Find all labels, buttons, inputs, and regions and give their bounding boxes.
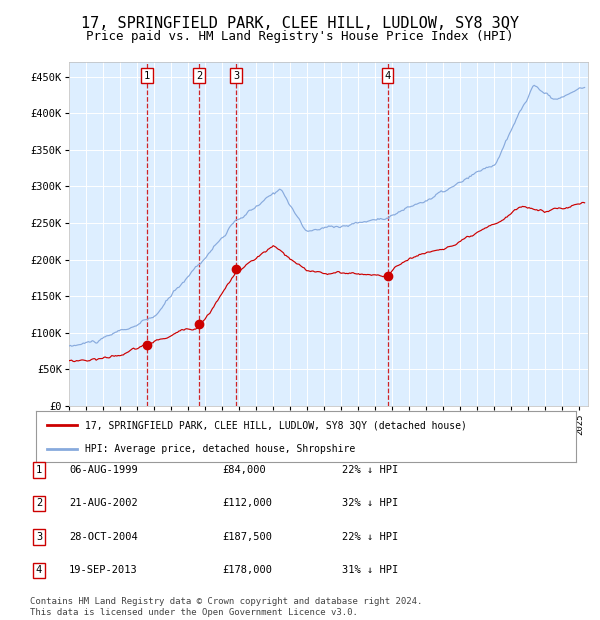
Text: 17, SPRINGFIELD PARK, CLEE HILL, LUDLOW, SY8 3QY (detached house): 17, SPRINGFIELD PARK, CLEE HILL, LUDLOW,… <box>85 420 466 430</box>
Text: 2: 2 <box>36 498 42 508</box>
Text: 2: 2 <box>196 71 202 81</box>
Text: 32% ↓ HPI: 32% ↓ HPI <box>342 498 398 508</box>
Text: £178,000: £178,000 <box>222 565 272 575</box>
Text: £112,000: £112,000 <box>222 498 272 508</box>
Text: £84,000: £84,000 <box>222 465 266 475</box>
Text: 06-AUG-1999: 06-AUG-1999 <box>69 465 138 475</box>
Text: 17, SPRINGFIELD PARK, CLEE HILL, LUDLOW, SY8 3QY: 17, SPRINGFIELD PARK, CLEE HILL, LUDLOW,… <box>81 16 519 30</box>
Text: 4: 4 <box>36 565 42 575</box>
Text: 1: 1 <box>36 465 42 475</box>
Text: 21-AUG-2002: 21-AUG-2002 <box>69 498 138 508</box>
Text: 22% ↓ HPI: 22% ↓ HPI <box>342 532 398 542</box>
Text: 3: 3 <box>36 532 42 542</box>
Text: 19-SEP-2013: 19-SEP-2013 <box>69 565 138 575</box>
Text: Contains HM Land Registry data © Crown copyright and database right 2024.
This d: Contains HM Land Registry data © Crown c… <box>30 598 422 617</box>
Text: Price paid vs. HM Land Registry's House Price Index (HPI): Price paid vs. HM Land Registry's House … <box>86 30 514 43</box>
Text: 22% ↓ HPI: 22% ↓ HPI <box>342 465 398 475</box>
Text: £187,500: £187,500 <box>222 532 272 542</box>
Text: 1: 1 <box>144 71 150 81</box>
Text: 28-OCT-2004: 28-OCT-2004 <box>69 532 138 542</box>
Text: 31% ↓ HPI: 31% ↓ HPI <box>342 565 398 575</box>
Text: HPI: Average price, detached house, Shropshire: HPI: Average price, detached house, Shro… <box>85 444 355 454</box>
Text: 3: 3 <box>233 71 239 81</box>
Text: 4: 4 <box>385 71 391 81</box>
